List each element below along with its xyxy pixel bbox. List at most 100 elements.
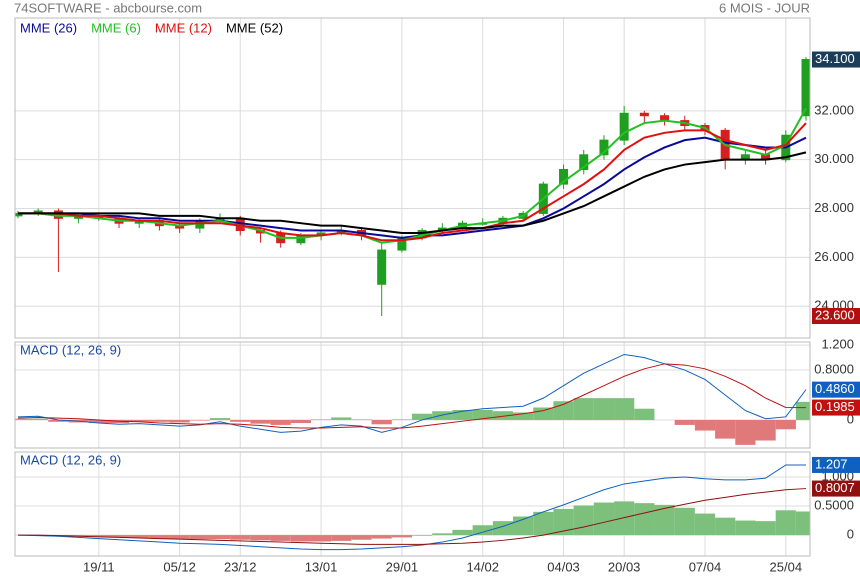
moving-average <box>18 151 807 234</box>
histogram-bar <box>68 535 89 537</box>
histogram-bar <box>472 525 493 536</box>
histogram-bar <box>533 407 554 420</box>
histogram-bar <box>149 419 170 422</box>
histogram-bar <box>230 535 251 540</box>
value-marker <box>812 51 860 68</box>
x-tick-label: 14/02 <box>466 559 499 574</box>
histogram-bar <box>169 535 190 540</box>
histogram-bar <box>189 419 210 421</box>
panel-frame <box>14 341 811 449</box>
histogram-bar <box>412 535 433 536</box>
histogram-bar <box>371 535 392 539</box>
y-tick-label: 0.8000 <box>814 361 854 376</box>
histogram-bar <box>452 529 473 536</box>
x-tick-label: 20/03 <box>608 559 641 574</box>
histogram-bar <box>209 418 231 420</box>
y-tick-label: 0 <box>847 527 854 542</box>
histogram-bar <box>149 535 170 539</box>
histogram-bar <box>351 419 372 420</box>
x-tick-label: 29/01 <box>386 559 419 574</box>
histogram-bar <box>533 511 554 536</box>
histogram-bar <box>189 535 210 540</box>
value-marker-label: 23.600 <box>815 307 855 322</box>
histogram-bar <box>735 520 756 536</box>
histogram-bar <box>472 409 493 420</box>
histogram-bar <box>674 419 695 425</box>
macd-line <box>17 363 807 429</box>
panel-title: MACD (12, 26, 9) <box>20 452 121 467</box>
histogram-bar <box>331 535 352 541</box>
histogram-bar <box>553 508 574 536</box>
histogram-bar <box>573 505 594 536</box>
histogram-bar <box>795 511 810 536</box>
y-tick-label: 28.000 <box>814 200 854 215</box>
histogram-bar <box>28 418 49 420</box>
moving-average <box>18 136 807 239</box>
y-tick-label: 1.200 <box>821 337 854 352</box>
histogram-bar <box>755 419 776 441</box>
histogram-bar <box>391 535 412 538</box>
legend-entry: MME (6) <box>91 20 141 35</box>
y-tick-label: 30.000 <box>814 151 854 166</box>
histogram-bar <box>432 533 453 536</box>
histogram-bar <box>290 419 311 424</box>
candle-body <box>579 154 589 170</box>
value-marker <box>812 456 860 473</box>
histogram-bar <box>614 501 635 536</box>
histogram-bar <box>432 411 453 420</box>
site-title: 74SOFTWARE - abcbourse.com <box>14 0 202 15</box>
value-marker <box>812 399 860 416</box>
histogram-bar <box>391 419 412 420</box>
legend-entry: MME (52) <box>226 20 283 35</box>
panel-title: MACD (12, 26, 9) <box>20 342 121 357</box>
value-marker <box>812 480 860 497</box>
histogram-bar <box>351 535 372 540</box>
histogram-bar <box>129 419 150 422</box>
histogram-bar <box>452 409 473 420</box>
histogram-bar <box>250 535 271 541</box>
x-tick-label: 23/12 <box>224 559 257 574</box>
histogram-bar <box>755 521 776 536</box>
histogram-bar <box>775 510 796 536</box>
histogram-bar <box>129 535 150 538</box>
value-marker-label: 0.8007 <box>815 480 855 495</box>
histogram-bar <box>715 517 736 536</box>
histogram-bar <box>775 419 796 430</box>
value-marker-label: 0.1985 <box>815 399 855 414</box>
histogram-bar <box>735 419 756 445</box>
candle-body <box>559 168 569 185</box>
histogram-bar <box>654 504 675 536</box>
histogram-bar <box>331 417 352 420</box>
macd-line <box>17 464 806 551</box>
histogram-bar <box>614 398 635 420</box>
histogram-bar <box>593 502 615 536</box>
histogram-bar <box>48 419 69 422</box>
histogram-bar <box>230 419 251 422</box>
macd-line <box>18 488 807 545</box>
histogram-bar <box>88 419 109 424</box>
x-tick-label: 04/03 <box>547 559 580 574</box>
histogram-bar <box>270 419 291 425</box>
period: 6 MOIS - JOUR <box>719 0 810 15</box>
x-tick-label: 25/04 <box>770 559 803 574</box>
histogram-bar <box>412 413 433 420</box>
x-tick-label: 19/11 <box>83 559 115 574</box>
histogram-bar <box>209 535 231 540</box>
histogram-bar <box>715 419 736 439</box>
histogram-bar <box>270 535 291 541</box>
histogram-bar <box>371 419 392 425</box>
x-tick-label: 07/04 <box>689 559 722 574</box>
macd-line <box>17 353 807 433</box>
histogram-bar <box>88 535 109 537</box>
histogram-bar <box>513 412 534 420</box>
moving-average <box>18 107 807 244</box>
y-tick-label: 0.5000 <box>814 497 854 512</box>
legend-entry: MME (12) <box>155 20 212 35</box>
histogram-bar <box>15 418 29 420</box>
value-marker-label: 1.207 <box>815 456 848 471</box>
panel-frame <box>14 17 811 339</box>
y-tick-label: 32.000 <box>814 102 854 117</box>
x-tick-label: 13/01 <box>305 559 338 574</box>
legend-entry: MME (26) <box>20 20 77 35</box>
